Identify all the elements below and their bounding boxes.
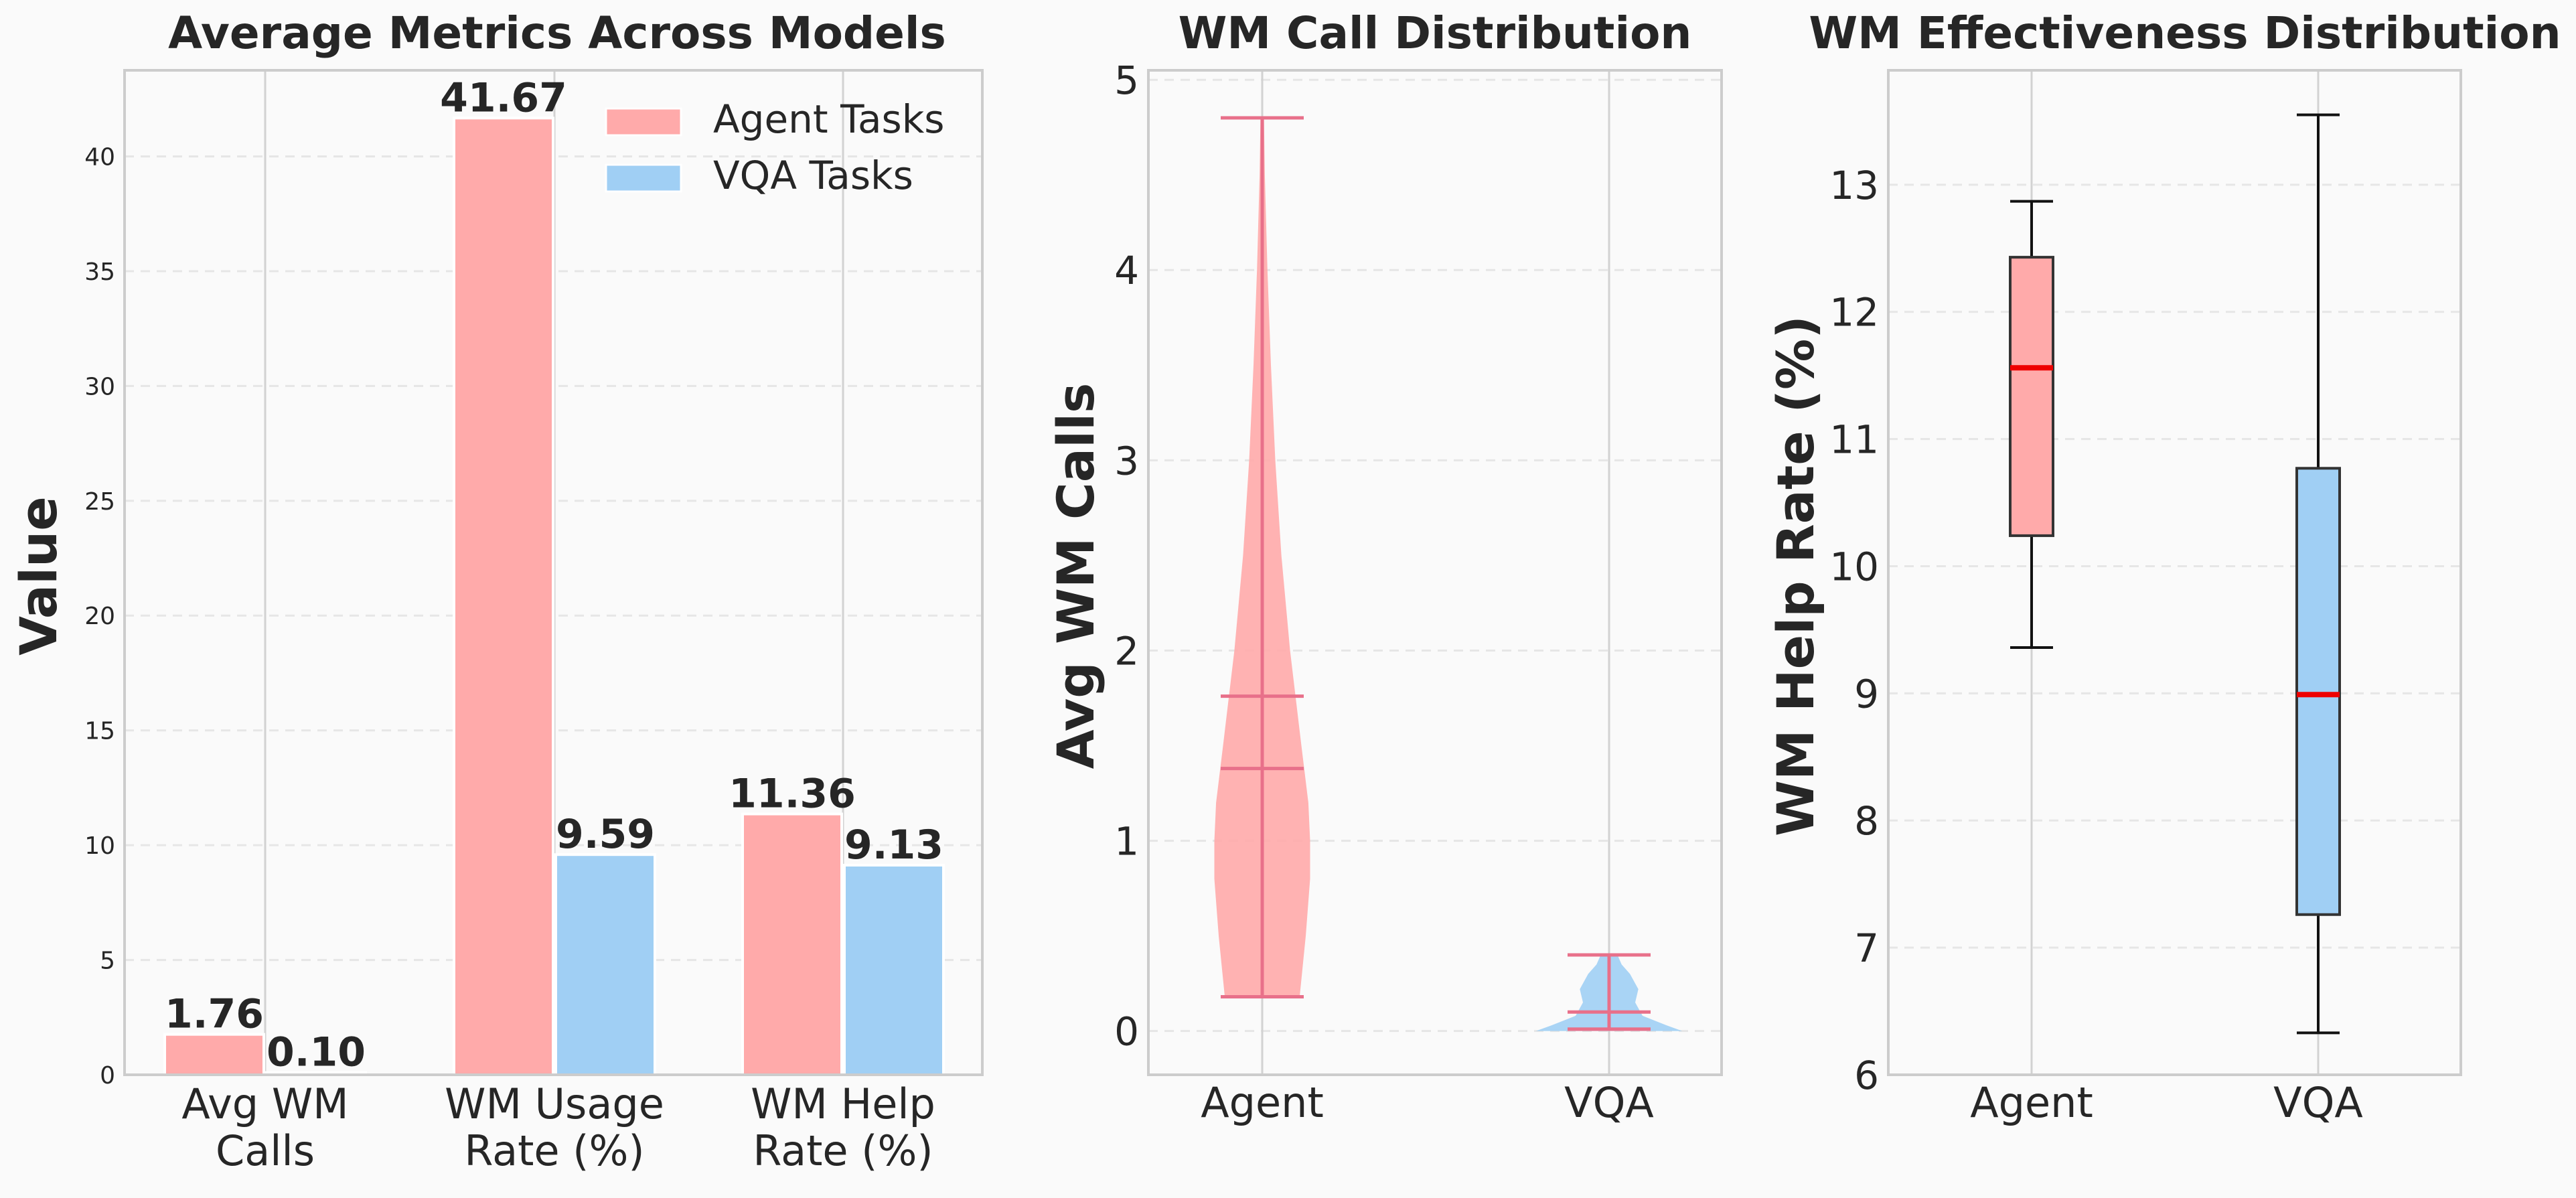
x-tick-label: Rate (%) bbox=[464, 1126, 644, 1175]
y-tick-label: 9 bbox=[1854, 671, 1879, 717]
y-tick-label: 30 bbox=[84, 373, 115, 400]
x-tick-label: WM Usage bbox=[445, 1079, 664, 1128]
y-tick-label: 4 bbox=[1114, 248, 1139, 293]
data-label: 41.67 bbox=[440, 74, 567, 121]
legend-label-agent: Agent Tasks bbox=[713, 96, 945, 142]
y-tick-label: 10 bbox=[1829, 544, 1879, 589]
bar-agent bbox=[163, 1033, 265, 1076]
y-tick-labels: 0 5 10 15 20 25 30 35 40 bbox=[84, 144, 115, 1090]
y-tick-label: 5 bbox=[1114, 58, 1139, 103]
y-tick-labels: 6 7 8 9 10 11 12 13 bbox=[1829, 163, 1879, 1098]
x-tick-label: Agent bbox=[1970, 1078, 2093, 1127]
x-tick-label: VQA bbox=[1564, 1078, 1654, 1127]
x-tick-label: Avg WM bbox=[181, 1079, 348, 1128]
data-label: 0.10 bbox=[267, 1029, 366, 1076]
y-axis-label: Avg WM Calls bbox=[1046, 383, 1106, 769]
bar-vqa bbox=[843, 863, 945, 1076]
x-tick-label: Agent bbox=[1201, 1078, 1324, 1127]
data-label: 1.76 bbox=[165, 991, 264, 1038]
y-axis-label: WM Help Rate (%) bbox=[1766, 315, 1825, 836]
y-axis-label: Value bbox=[9, 496, 68, 656]
boxes bbox=[2009, 113, 2341, 1035]
chart-title: WM Call Distribution bbox=[1179, 7, 1692, 59]
plot-frame bbox=[123, 69, 984, 1076]
bar-vqa bbox=[554, 853, 656, 1076]
data-labels: 1.76 41.67 11.36 0.10 9.59 9.13 bbox=[165, 74, 943, 1075]
bars bbox=[163, 117, 945, 1076]
chart-title: Average Metrics Across Models bbox=[168, 7, 946, 59]
data-label: 11.36 bbox=[729, 771, 856, 818]
x-tick-labels: Agent VQA bbox=[1970, 1078, 2363, 1127]
y-tick-label: 11 bbox=[1829, 417, 1879, 463]
y-tick-label: 35 bbox=[84, 258, 115, 286]
y-tick-label: 5 bbox=[100, 948, 115, 975]
x-tick-label: Rate (%) bbox=[753, 1126, 933, 1175]
plot-frame bbox=[1147, 69, 1723, 1076]
y-tick-label: 20 bbox=[84, 603, 115, 630]
x-tick-labels: Agent VQA bbox=[1201, 1078, 1654, 1127]
bar-chart-panel: 1.76 41.67 11.36 0.10 9.59 9.13 0 5 10 15 20 25 30 3… bbox=[9, 7, 984, 1175]
y-tick-label: 13 bbox=[1829, 163, 1879, 208]
y-tick-label: 3 bbox=[1114, 438, 1139, 483]
y-tick-label: 6 bbox=[1854, 1053, 1879, 1098]
y-tick-label: 1 bbox=[1114, 818, 1139, 864]
y-tick-label: 0 bbox=[100, 1062, 115, 1090]
legend-swatch-vqa bbox=[605, 163, 682, 193]
box-chart-panel: 6 7 8 9 10 11 12 13 Agent VQA WM Effectiveness D… bbox=[1766, 7, 2561, 1127]
x-tick-label: VQA bbox=[2273, 1078, 2363, 1127]
y-tick-label: 10 bbox=[84, 832, 115, 860]
y-tick-label: 12 bbox=[1829, 290, 1879, 335]
box-vqa bbox=[2295, 467, 2341, 916]
y-tick-label: 40 bbox=[84, 144, 115, 171]
y-tick-label: 7 bbox=[1854, 925, 1879, 971]
y-tick-label: 25 bbox=[84, 488, 115, 516]
chart-title: WM Effectiveness Distribution bbox=[1809, 7, 2561, 59]
box-agent bbox=[2009, 256, 2054, 537]
x-tick-label: Calls bbox=[216, 1126, 315, 1175]
y-tick-labels: 0 1 2 3 4 5 bbox=[1114, 58, 1139, 1054]
y-tick-label: 8 bbox=[1854, 798, 1879, 844]
x-tick-label: WM Help bbox=[751, 1079, 935, 1128]
plot-frame bbox=[1887, 69, 2462, 1076]
violin-chart-panel: 0 1 2 3 4 5 Agent VQA WM Call Distribution Avg… bbox=[1046, 7, 1723, 1127]
legend-swatch-agent bbox=[605, 107, 682, 137]
legend: Agent Tasks VQA Tasks bbox=[605, 96, 945, 198]
y-tick-label: 15 bbox=[84, 718, 115, 745]
violins bbox=[1214, 116, 1683, 1031]
y-tick-label: 0 bbox=[1114, 1009, 1139, 1055]
y-tick-label: 2 bbox=[1114, 628, 1139, 674]
bar-agent bbox=[741, 812, 843, 1076]
legend-label-vqa: VQA Tasks bbox=[713, 153, 913, 198]
bar-agent bbox=[453, 117, 554, 1076]
data-label: 9.59 bbox=[556, 811, 655, 858]
data-label: 9.13 bbox=[844, 822, 943, 869]
